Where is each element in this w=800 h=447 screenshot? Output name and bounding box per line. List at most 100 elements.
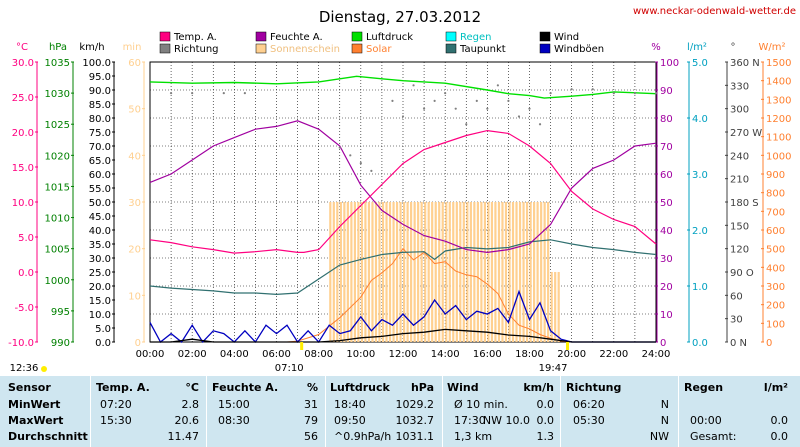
- axis-tick-right: 10: [660, 310, 673, 321]
- stats-cell: NW 10.0: [482, 414, 530, 427]
- direction-dot: [654, 92, 658, 95]
- axis-unit-right: W/m²: [758, 42, 785, 53]
- stats-header: °C: [185, 381, 199, 394]
- sunset-marker: [566, 342, 570, 350]
- axis-tick-right: 30: [730, 315, 743, 326]
- direction-dot: [422, 107, 426, 110]
- x-tick-label: 20:00: [557, 349, 586, 360]
- axis-tick-left: 50.0: [89, 198, 111, 209]
- axis-tick-right: 5.0: [692, 58, 708, 69]
- sunshine-bar: [550, 272, 553, 342]
- axis-tick-left: 20: [128, 245, 141, 256]
- sunshine-bar: [438, 202, 441, 342]
- axis-tick-left: 995: [51, 307, 70, 318]
- sunshine-bar: [462, 202, 465, 342]
- axis-tick-left: 25.0: [12, 93, 34, 104]
- sunshine-bar: [497, 202, 501, 342]
- axis-tick-right: 1.0: [692, 282, 708, 293]
- axis-tick-right: 70: [660, 142, 673, 153]
- axis-tick-left: 5.0: [95, 324, 111, 335]
- sunshine-bar: [332, 202, 335, 342]
- direction-dot: [349, 154, 352, 157]
- stats-cell: 0.0: [770, 430, 789, 443]
- sunshine-bar: [343, 202, 346, 342]
- x-tick-label: 00:00: [136, 349, 165, 360]
- sunshine-bar: [378, 202, 381, 342]
- axis-tick-right: 0: [766, 338, 772, 349]
- axis-tick-right: 1100: [766, 133, 791, 144]
- sunshine-bar: [427, 202, 430, 342]
- stats-cell: N: [660, 398, 669, 411]
- axis-tick-right: 300: [766, 282, 785, 293]
- sunshine-bar: [395, 202, 399, 342]
- direction-dot: [191, 92, 194, 95]
- sunshine-bar: [339, 202, 342, 342]
- sunshine-bar: [360, 202, 364, 342]
- stats-header: km/h: [523, 381, 554, 394]
- stats-cell: Ø 10 min.: [454, 398, 508, 411]
- x-tick-label: 08:00: [304, 349, 333, 360]
- axis-tick-left: -10.0: [8, 338, 34, 349]
- legend-label-hum: Feuchte A.: [270, 32, 323, 43]
- sunshine-bar: [452, 202, 455, 342]
- stats-cell: 18:40: [334, 398, 366, 411]
- x-tick-label: 10:00: [346, 349, 375, 360]
- axis-tick-left: 1010: [45, 214, 70, 225]
- axis-tick-right: 1300: [766, 95, 791, 106]
- stats-cell: 1031.1: [395, 430, 435, 443]
- axis-tick-right: 50: [660, 198, 673, 209]
- direction-dot: [401, 115, 405, 118]
- legend-swatch-hum: [255, 31, 267, 42]
- stats-cell: 79: [304, 414, 318, 427]
- sunshine-bar: [364, 202, 367, 342]
- sunshine-bar: [346, 202, 349, 342]
- stats-cell: 1029.2: [395, 398, 435, 411]
- sunshine-bar: [434, 202, 437, 342]
- sunshine-bar: [441, 202, 444, 342]
- stats-header: Richtung: [566, 381, 622, 394]
- stats-header: Wind: [447, 381, 479, 394]
- stats-cell: 15:30: [100, 414, 132, 427]
- stats-separator: [560, 376, 561, 447]
- axis-tick-left: 50: [128, 105, 141, 116]
- x-tick-label: 16:00: [473, 349, 502, 360]
- direction-dot: [549, 92, 552, 95]
- sunshine-bar: [410, 202, 413, 342]
- axis-tick-left: 70.0: [89, 142, 111, 153]
- legend-swatch-solar: [351, 43, 363, 54]
- axis-tick-right: 800: [766, 189, 785, 200]
- direction-dot: [475, 99, 478, 102]
- axis-tick-right: 1500: [766, 58, 791, 69]
- stats-header: Feuchte A.: [212, 381, 279, 394]
- axis-tick-left: 20.0: [12, 128, 34, 139]
- axis-tick-left: 30.0: [12, 58, 34, 69]
- axis-tick-right: 900: [766, 170, 785, 181]
- axis-tick-left: 1000: [45, 276, 70, 287]
- sunshine-bar: [420, 202, 423, 342]
- direction-dot: [454, 107, 457, 110]
- stats-cell: 31: [304, 398, 318, 411]
- sunshine-bar: [476, 202, 479, 342]
- axis-tick-right: 500: [766, 245, 785, 256]
- axis-tick-left: 65.0: [89, 156, 111, 167]
- sunshine-bar: [547, 202, 550, 342]
- legend-swatch-dew: [445, 43, 457, 54]
- sunshine-bar: [515, 202, 518, 342]
- legend-swatch-sun: [255, 43, 267, 54]
- stats-row-label: MinWert: [8, 398, 61, 411]
- axis-tick-left: 100.0: [82, 58, 111, 69]
- direction-dot: [570, 88, 573, 91]
- stats-cell: 20.6: [174, 414, 200, 427]
- axis-tick-left: 40: [128, 151, 141, 162]
- axis-tick-right: 0 N: [730, 338, 747, 349]
- stats-cell: 1.3: [536, 430, 555, 443]
- axis-tick-left: 10.0: [12, 198, 34, 209]
- axis-tick-right: 90: [660, 86, 673, 97]
- sunshine-bar: [494, 202, 497, 342]
- stats-header: %: [306, 381, 318, 394]
- direction-dot: [612, 92, 615, 95]
- sunshine-bar: [399, 202, 402, 342]
- sunshine-bar: [540, 202, 543, 342]
- axis-tick-right: 270 W: [730, 128, 762, 139]
- axis-tick-right: 400: [766, 263, 785, 274]
